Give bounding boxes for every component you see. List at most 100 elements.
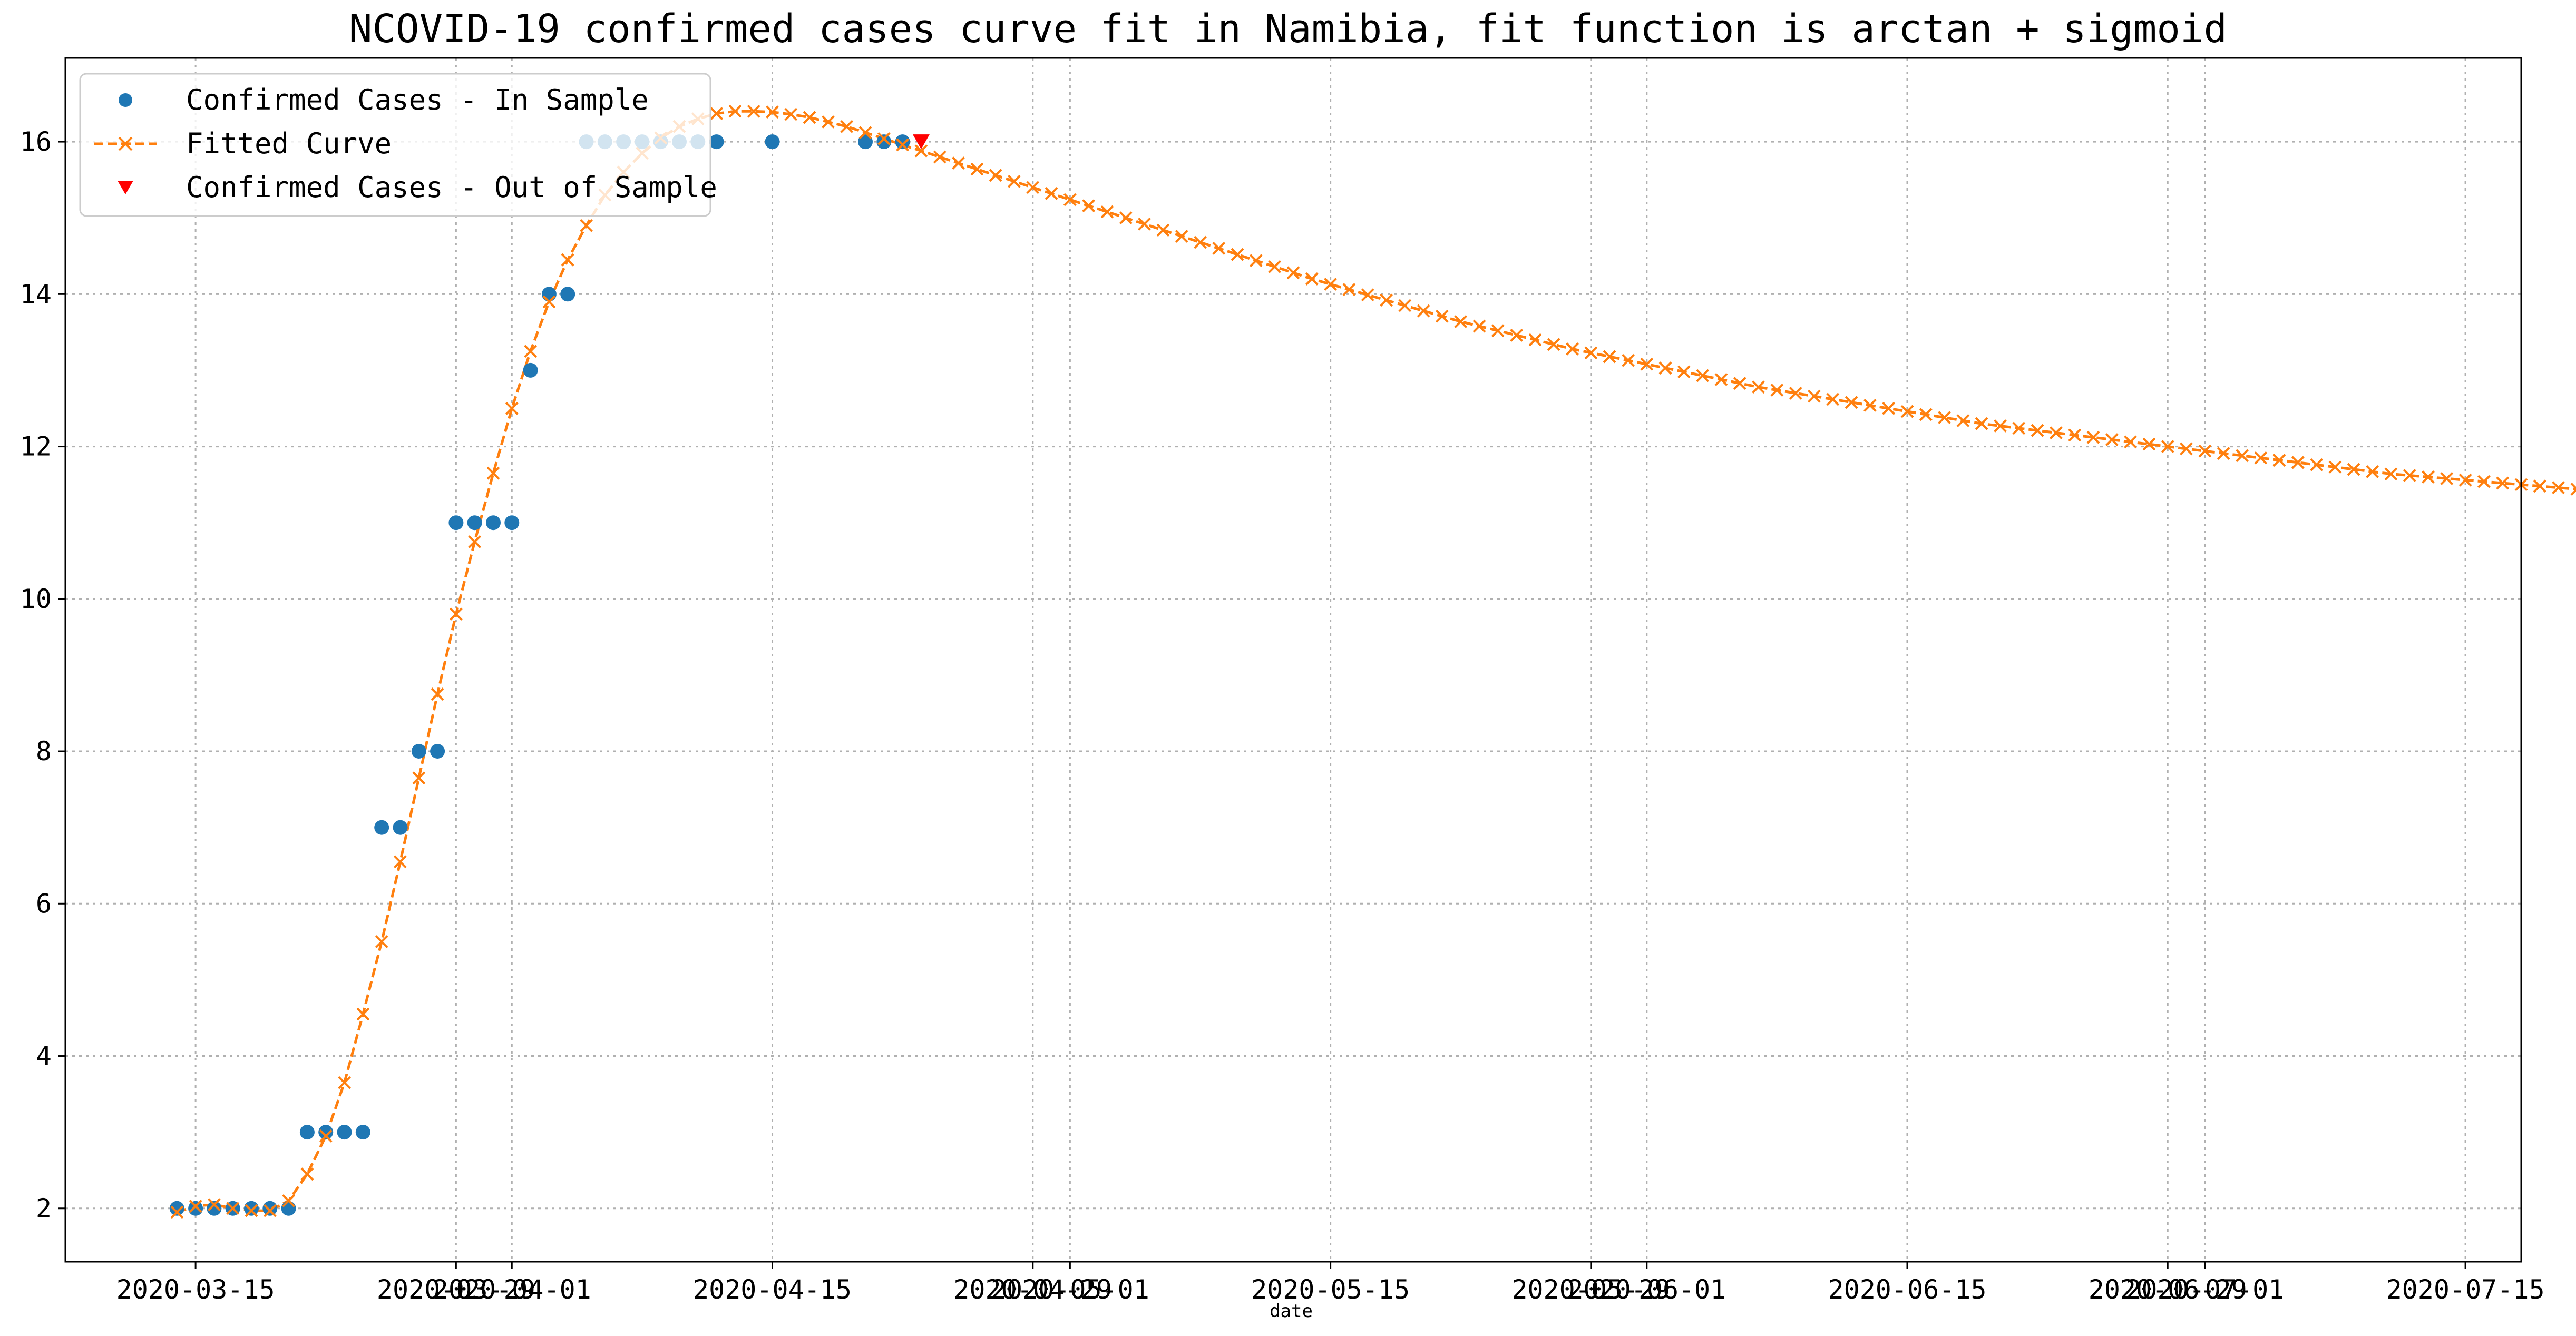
y-tick-label: 14 — [20, 279, 52, 309]
fitted-curve-marker — [1603, 350, 1616, 364]
fitted-curve-marker — [2012, 421, 2026, 435]
y-tick-label: 12 — [20, 431, 52, 462]
in-sample-point — [244, 1201, 259, 1216]
y-tick-label: 16 — [20, 126, 52, 157]
fitted-curve-marker — [1845, 396, 1858, 409]
fitted-curve-marker — [1640, 357, 1654, 371]
fitted-curve-marker — [2217, 447, 2230, 460]
x-tick-label: 2020-07-01 — [2125, 1274, 2284, 1305]
fitted-curve-marker — [1454, 315, 1468, 328]
fitted-curve-marker — [226, 1202, 240, 1215]
fitted-curve-marker — [375, 935, 388, 949]
fitted-curve-marker — [1436, 309, 1449, 323]
fitted-curve-marker — [2031, 424, 2044, 437]
legend-marker-fitted — [118, 136, 133, 151]
fitted-curve-marker — [1528, 333, 1542, 347]
legend-label-fitted: Fitted Curve — [186, 127, 392, 160]
fitted-curve-marker — [1826, 392, 1840, 406]
in-sample-point — [486, 515, 501, 531]
x-tick-label: 2020-04-29 — [953, 1274, 1112, 1305]
fitted-curve-marker — [766, 105, 779, 119]
fitted-curve-marker — [747, 104, 760, 118]
fitted-curve-marker — [2552, 481, 2565, 495]
fitted-curve-marker — [933, 150, 947, 164]
in-sample-point — [337, 1125, 352, 1140]
in-sample-point — [541, 287, 557, 302]
in-sample-point — [299, 1125, 315, 1140]
in-sample-point — [207, 1201, 222, 1216]
y-tick-label: 4 — [36, 1041, 52, 1072]
fitted-curve-line — [177, 110, 2576, 1214]
fitted-curve-marker — [1975, 417, 1988, 430]
x-tick-label: 2020-05-15 — [1251, 1274, 1410, 1305]
in-sample-point — [560, 287, 575, 302]
fitted-curve-marker — [2068, 428, 2082, 442]
in-sample-point — [188, 1201, 203, 1216]
fitted-curve-marker — [2254, 451, 2268, 465]
fitted-curve-marker — [1119, 211, 1133, 225]
fitted-curve-marker — [2236, 449, 2249, 463]
legend-marker-out-of-sample — [118, 181, 133, 194]
x-tick-label: 2020-06-01 — [1567, 1274, 1726, 1305]
fitted-curve-marker — [245, 1204, 258, 1217]
fitted-curve-marker — [1268, 260, 1282, 273]
legend-box — [79, 73, 711, 217]
fitted-curve-marker — [1342, 283, 1356, 297]
fitted-curve-marker — [1324, 278, 1338, 291]
in-sample-point — [504, 515, 520, 531]
in-sample-point — [448, 515, 464, 531]
fitted-curve-marker — [2440, 471, 2454, 485]
fitted-curve-marker — [1900, 405, 1914, 418]
in-sample-point — [393, 820, 408, 835]
in-sample-point — [876, 134, 892, 150]
fitted-curve-marker — [189, 1200, 202, 1213]
legend-marker-in-sample — [119, 93, 132, 107]
fitted-curve-marker — [1231, 248, 1244, 261]
fitted-curve-marker — [2310, 458, 2324, 471]
fitted-curve-marker — [1696, 369, 1710, 382]
in-sample-point — [467, 515, 482, 531]
legend-label-out-of-sample: Confirmed Cases - Out of Sample — [186, 171, 717, 204]
fitted-curve-marker — [1566, 342, 1579, 356]
fitted-curve-marker — [2180, 442, 2193, 456]
fitted-curve-marker — [2086, 430, 2100, 444]
fitted-curve-marker — [2533, 479, 2546, 493]
in-sample-point — [765, 134, 780, 150]
fitted-curve-marker — [1045, 187, 1058, 200]
fitted-curve-marker — [1175, 229, 1188, 243]
fitted-curve-marker — [319, 1129, 333, 1143]
fitted-curve-marker — [1472, 319, 1486, 333]
fitted-curve-marker — [2347, 463, 2360, 476]
fitted-curve-marker — [1417, 304, 1430, 318]
fitted-curve-marker — [1770, 384, 1784, 397]
plot-frame — [64, 57, 2522, 1263]
grid — [65, 58, 2521, 1262]
in-sample-point — [374, 820, 389, 835]
fitted-curve-marker — [1677, 365, 1691, 379]
fitted-curve-marker — [1919, 408, 1933, 421]
fitted-curve-marker — [561, 253, 574, 267]
in-sample-point — [262, 1201, 278, 1216]
fitted-curve-marker — [1733, 377, 1746, 390]
fitted-curve-marker — [524, 345, 537, 358]
in-sample-point — [411, 744, 426, 759]
fitted-curve-marker — [542, 295, 556, 309]
fitted-curve-marker — [486, 466, 500, 480]
x-tick-label: 2020-04-01 — [433, 1274, 591, 1305]
x-axis-label: date — [1270, 1301, 1313, 1322]
out-of-sample-point — [912, 134, 930, 150]
fitted-curve-marker — [1249, 254, 1263, 268]
x-tick-label: 2020-05-29 — [1511, 1274, 1670, 1305]
fitted-curve-marker — [784, 107, 798, 121]
in-sample-point — [281, 1201, 296, 1216]
fitted-curve-marker — [1584, 346, 1598, 360]
legend-label-in-sample: Confirmed Cases - In Sample — [186, 83, 649, 116]
fitted-curve-marker — [1658, 361, 1672, 375]
fitted-curve-marker — [1063, 193, 1077, 207]
fitted-curve-marker — [2366, 465, 2379, 478]
in-sample-point — [895, 134, 910, 150]
fitted-curve-marker — [989, 169, 1002, 182]
fitted-curve-marker — [468, 535, 482, 548]
fitted-curve-marker — [710, 107, 724, 120]
